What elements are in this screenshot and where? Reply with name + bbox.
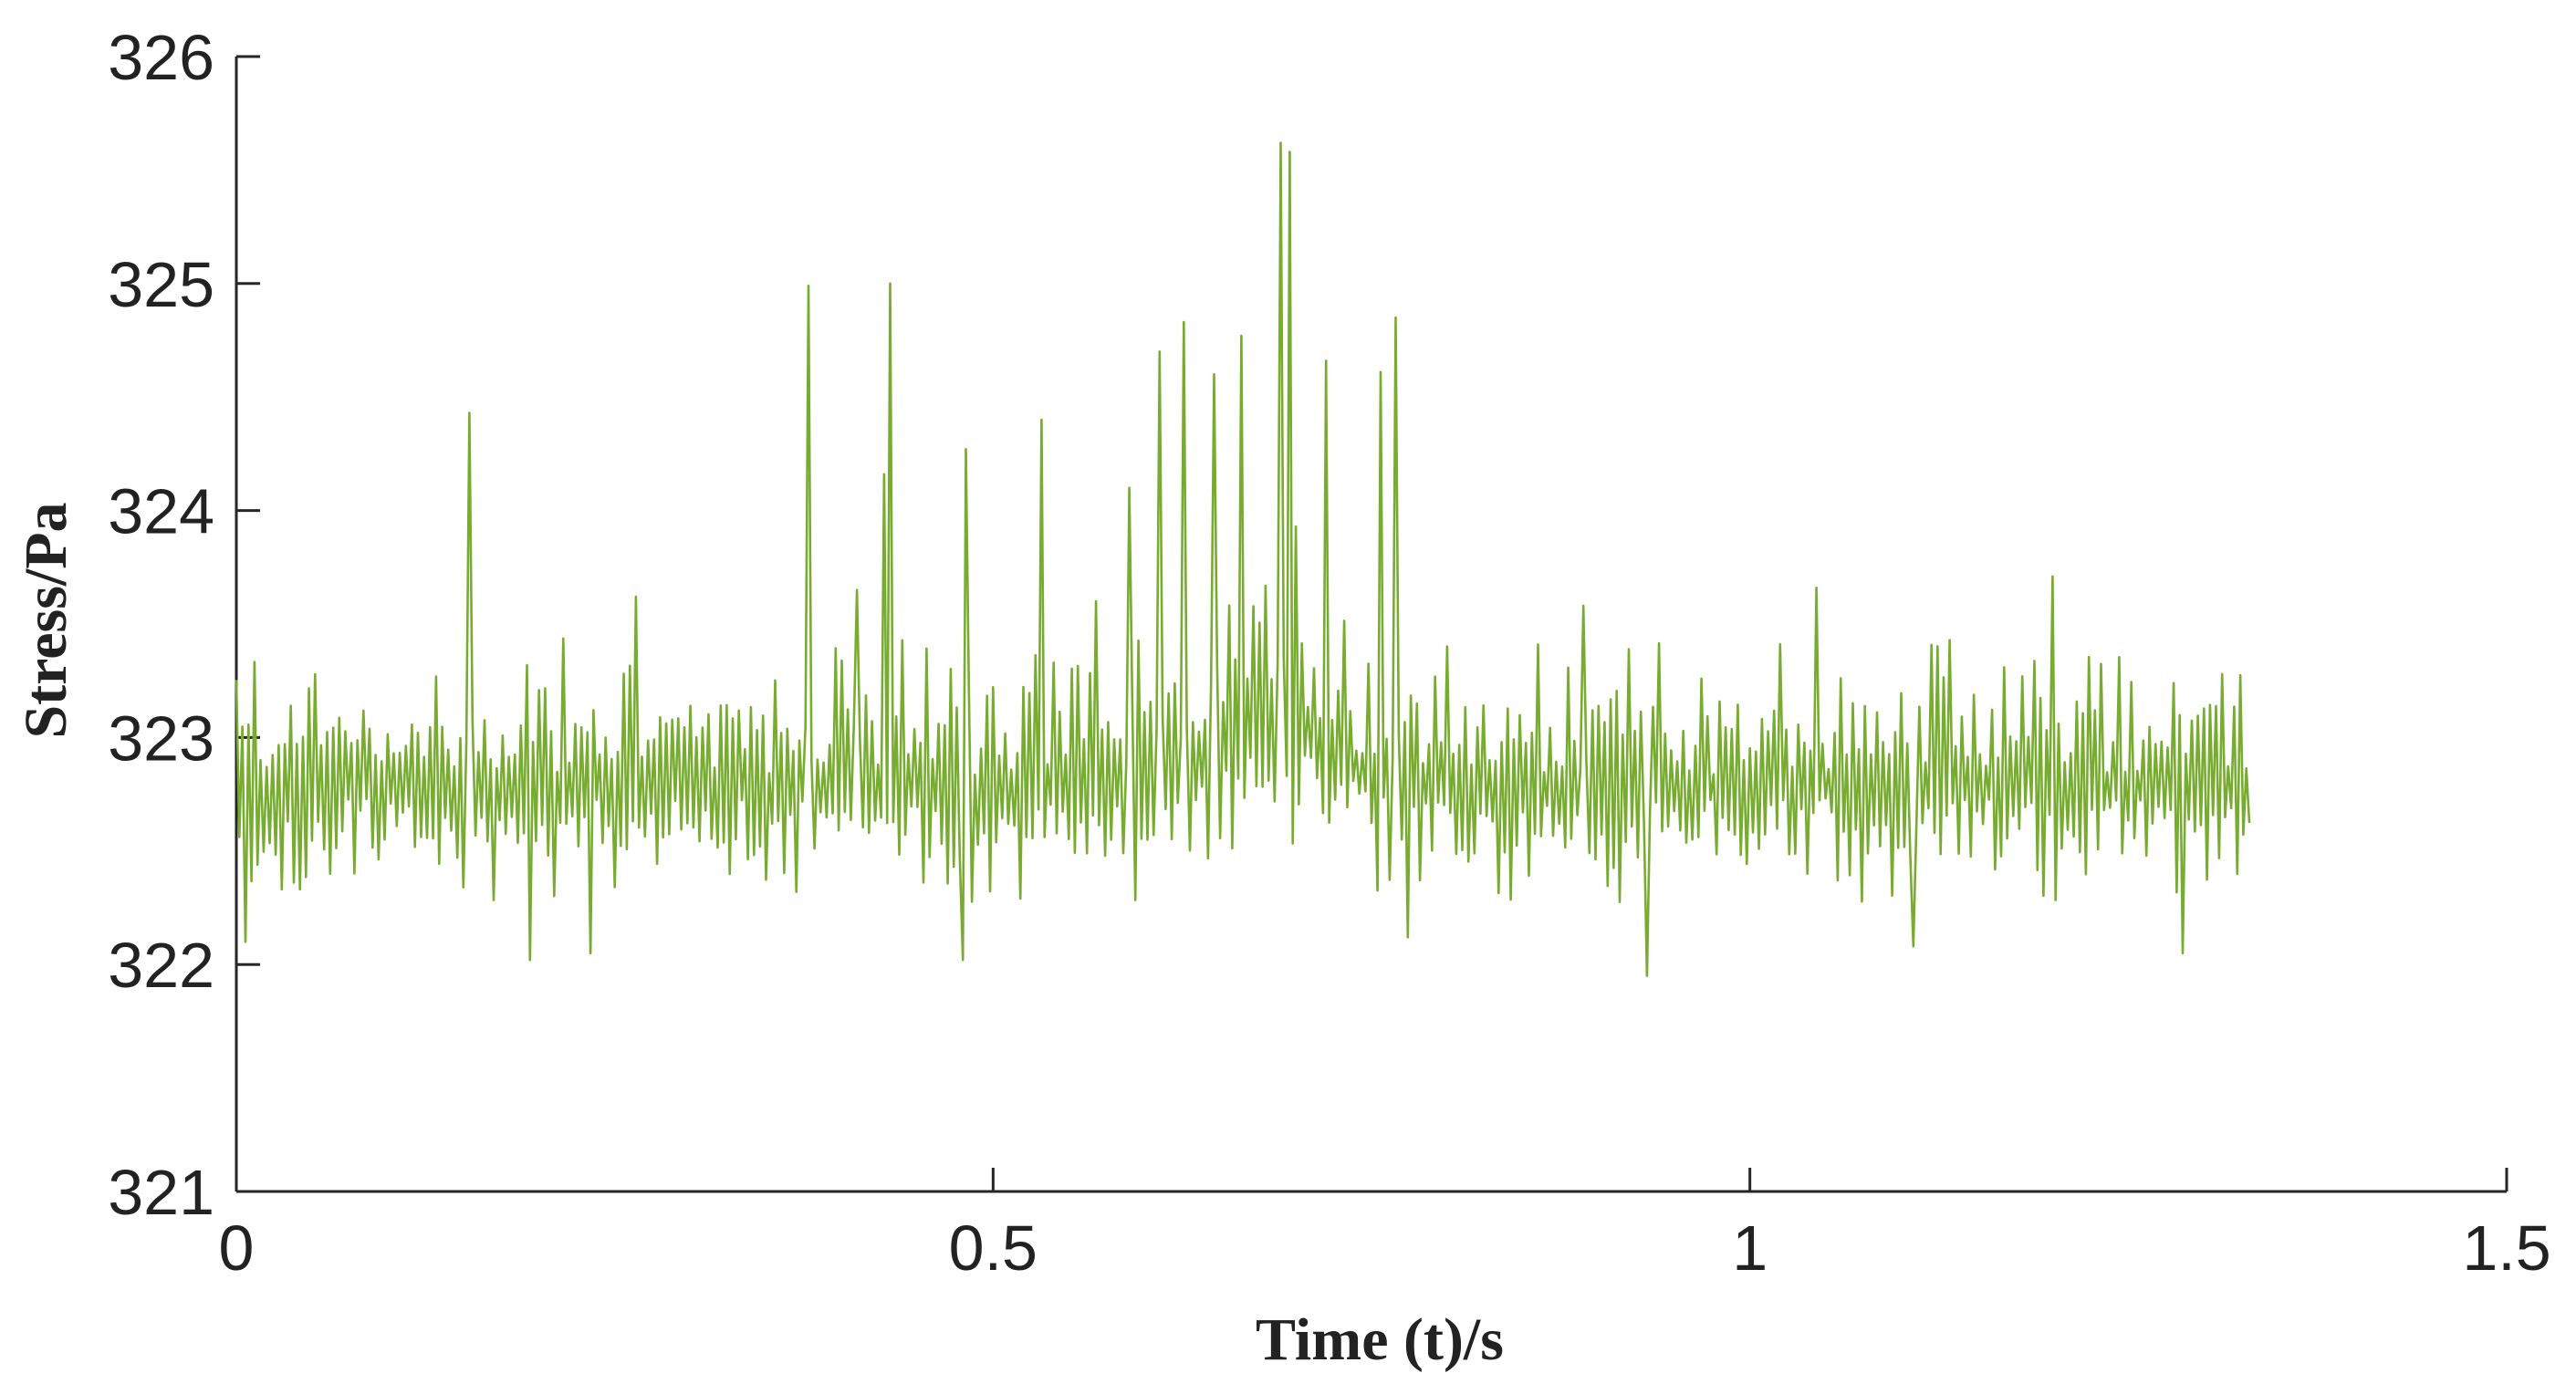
y-tick-label: 323 — [108, 702, 214, 774]
series-line — [235, 141, 2251, 977]
y-tick-label: 325 — [108, 249, 214, 320]
y-axis-title: Stress/Pa — [13, 502, 79, 738]
x-tick-label: 0.5 — [949, 1212, 1038, 1284]
x-tick-label: 0 — [219, 1212, 255, 1284]
y-tick-label: 326 — [108, 22, 214, 93]
y-tick-label: 322 — [108, 930, 214, 1001]
y-tick-label: 321 — [108, 1157, 214, 1228]
y-axis-label: Stress/Pa — [13, 502, 79, 738]
x-axis-ticks: 0 0.5 1 1.5 — [219, 1168, 2551, 1284]
x-axis-label: Time (t)/s — [1256, 1306, 1504, 1373]
y-axis-ticks: 321 322 323 324 325 326 — [108, 22, 260, 1228]
x-tick-label: 1 — [1732, 1212, 1768, 1284]
x-tick-label: 1.5 — [2462, 1212, 2550, 1284]
y-tick-label: 324 — [108, 476, 214, 547]
